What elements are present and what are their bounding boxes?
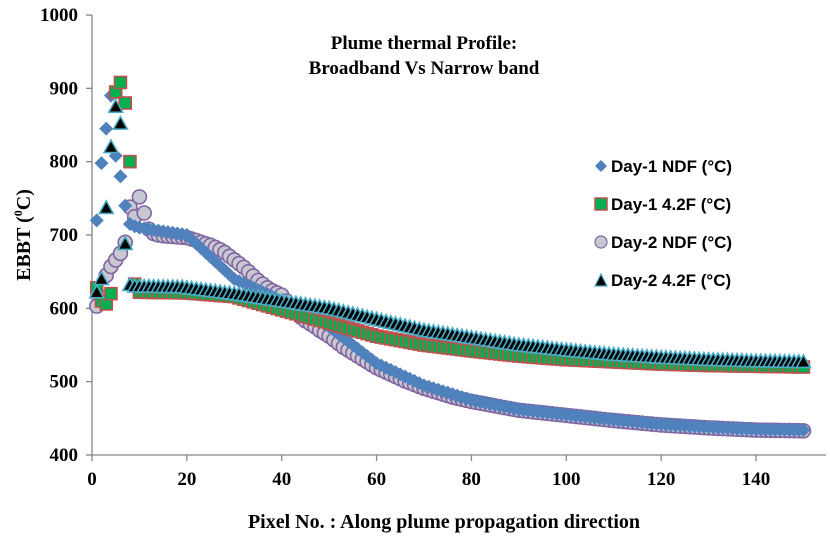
legend-label: Day-1 4.2F (°C)	[611, 195, 731, 214]
data-point	[113, 75, 128, 90]
legend-marker-circle-icon	[594, 235, 608, 249]
legend: Day-1 NDF (°C) Day-1 4.2F (°C) Day-2 NDF…	[594, 157, 732, 290]
x-tick-label: 80	[462, 469, 481, 490]
legend-label: Day-2 4.2F (°C)	[611, 271, 731, 290]
chart-title-line2: Broadband Vs Narrow band	[309, 58, 540, 79]
data-point	[118, 198, 133, 213]
data-point	[116, 235, 134, 251]
x-tick-label: 120	[647, 469, 676, 490]
y-tick-label: 900	[50, 78, 79, 99]
data-point	[131, 189, 148, 205]
legend-item-day2-42f[interactable]: Day-2 4.2F (°C)	[594, 271, 731, 290]
series-square	[89, 75, 811, 374]
x-tick-label: 100	[552, 469, 581, 490]
data-point	[102, 138, 120, 154]
y-axis-title-sup: 0	[11, 210, 25, 216]
data-point	[89, 213, 104, 228]
data-point	[113, 169, 128, 184]
x-axis-title: Pixel No. : Along plume propagation dire…	[248, 511, 640, 533]
x-tick-label: 140	[742, 469, 771, 490]
data-point	[796, 423, 811, 438]
legend-marker-square-icon	[594, 197, 608, 211]
data-point	[99, 121, 114, 136]
y-tick-label: 1000	[40, 5, 78, 26]
data-point	[88, 283, 106, 299]
legend-label: Day-2 NDF (°C)	[611, 233, 732, 252]
axes: 400 500 600 700 800 900 1000 0 20 40 60 80 100 120 14…	[40, 5, 826, 490]
plot-area	[88, 75, 812, 439]
legend-marker-triangle-icon	[594, 272, 608, 287]
y-tick-label: 700	[50, 225, 79, 246]
legend-item-day1-42f[interactable]: Day-1 4.2F (°C)	[594, 195, 731, 214]
legend-item-day2-ndf[interactable]: Day-2 NDF (°C)	[594, 233, 732, 252]
legend-item-day1-ndf[interactable]: Day-1 NDF (°C)	[595, 157, 732, 176]
data-point	[123, 154, 137, 169]
x-tick-label: 20	[177, 469, 196, 490]
data-point	[112, 114, 129, 130]
data-point	[93, 270, 110, 286]
data-point	[107, 98, 125, 114]
chart-title-line1: Plume thermal Profile:	[331, 33, 517, 54]
y-tick-label: 500	[50, 372, 79, 393]
x-ticks: 0 20 40 60 80 100 120 140	[87, 455, 770, 490]
legend-marker-diamond-icon	[595, 160, 607, 172]
y-axis-title-end: C)	[13, 189, 35, 210]
y-ticks: 400 500 600 700 800 900 1000	[40, 5, 92, 466]
series-diamond	[89, 88, 811, 438]
series-triangle	[88, 98, 812, 369]
y-tick-label: 600	[50, 298, 79, 319]
legend-label: Day-1 NDF (°C)	[611, 157, 732, 176]
y-tick-label: 400	[50, 445, 79, 466]
x-tick-label: 60	[367, 469, 386, 490]
y-tick-label: 800	[50, 152, 79, 173]
data-point	[94, 156, 109, 171]
series-circle	[88, 189, 812, 439]
data-point	[104, 286, 118, 301]
data-point	[136, 205, 152, 221]
data-point	[118, 96, 132, 110]
data-point	[97, 199, 115, 215]
data-point	[795, 353, 812, 369]
x-tick-label: 0	[87, 469, 97, 490]
y-axis-title-main: EBBT (	[13, 216, 35, 281]
x-tick-label: 40	[272, 469, 291, 490]
y-axis-title: EBBT (0C)	[11, 189, 35, 281]
